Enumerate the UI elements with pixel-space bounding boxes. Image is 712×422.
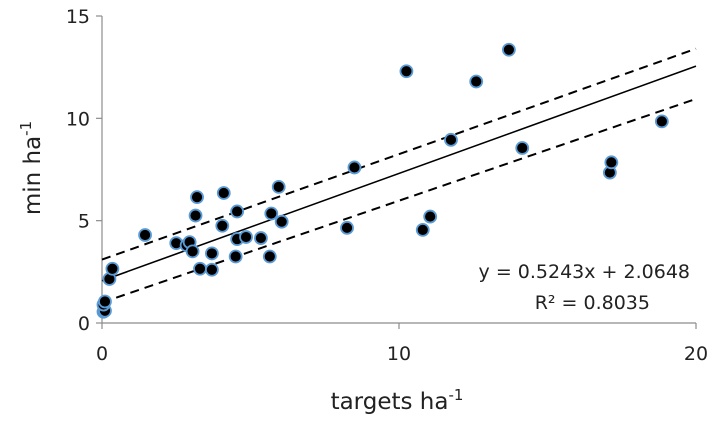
- data-point: [444, 132, 458, 147]
- data-point: [264, 206, 279, 221]
- data-point: [469, 74, 484, 89]
- r2-annotation: R² = 0.8035: [535, 292, 650, 314]
- y-tick-label: 5: [78, 211, 90, 233]
- y-axis-title-sup: -1: [17, 121, 35, 136]
- data-point: [204, 246, 219, 261]
- axes: [96, 15, 697, 329]
- x-tick-label: 10: [387, 343, 411, 365]
- equation-annotation: y = 0.5243x + 2.0648: [479, 261, 690, 283]
- x-axis-title: targets ha-1: [331, 386, 464, 415]
- data-point: [501, 42, 516, 57]
- data-point: [253, 231, 268, 245]
- data-point: [262, 249, 277, 264]
- data-point: [271, 179, 286, 194]
- data-point: [98, 294, 112, 309]
- data-points: [96, 42, 669, 319]
- data-point: [274, 214, 289, 229]
- confidence-bands: [101, 47, 697, 304]
- data-point: [215, 218, 230, 233]
- data-point: [515, 141, 530, 155]
- regression-line-group: [101, 65, 697, 282]
- data-point: [193, 261, 207, 276]
- data-point: [204, 262, 219, 277]
- data-point: [415, 222, 430, 237]
- data-point: [239, 230, 253, 244]
- data-point: [340, 220, 354, 235]
- data-point: [228, 249, 243, 264]
- regression-line: [101, 65, 697, 282]
- x-axis-title-sup: -1: [448, 386, 463, 404]
- data-point: [138, 228, 152, 242]
- tick-labels: 0 5 10 15 0 10 20: [66, 6, 708, 365]
- data-point: [399, 64, 414, 79]
- data-point: [654, 114, 669, 129]
- data-point: [230, 204, 245, 219]
- y-tick-label: 10: [66, 108, 90, 130]
- y-axis-title-base: min ha: [20, 136, 46, 215]
- y-axis-title: min ha-1: [17, 121, 46, 215]
- confidence-band-line: [101, 47, 697, 261]
- x-axis-title-base: targets ha: [331, 389, 449, 415]
- data-point: [188, 208, 203, 223]
- data-point: [185, 244, 200, 259]
- data-point: [190, 190, 204, 205]
- data-point: [105, 261, 120, 276]
- y-tick-label: 0: [78, 313, 90, 335]
- data-point: [604, 155, 619, 170]
- y-tick-label: 15: [66, 6, 90, 28]
- x-tick-label: 20: [684, 343, 708, 365]
- data-point: [347, 160, 362, 175]
- data-point: [423, 209, 438, 224]
- data-point: [216, 186, 231, 200]
- x-tick-label: 0: [96, 343, 108, 365]
